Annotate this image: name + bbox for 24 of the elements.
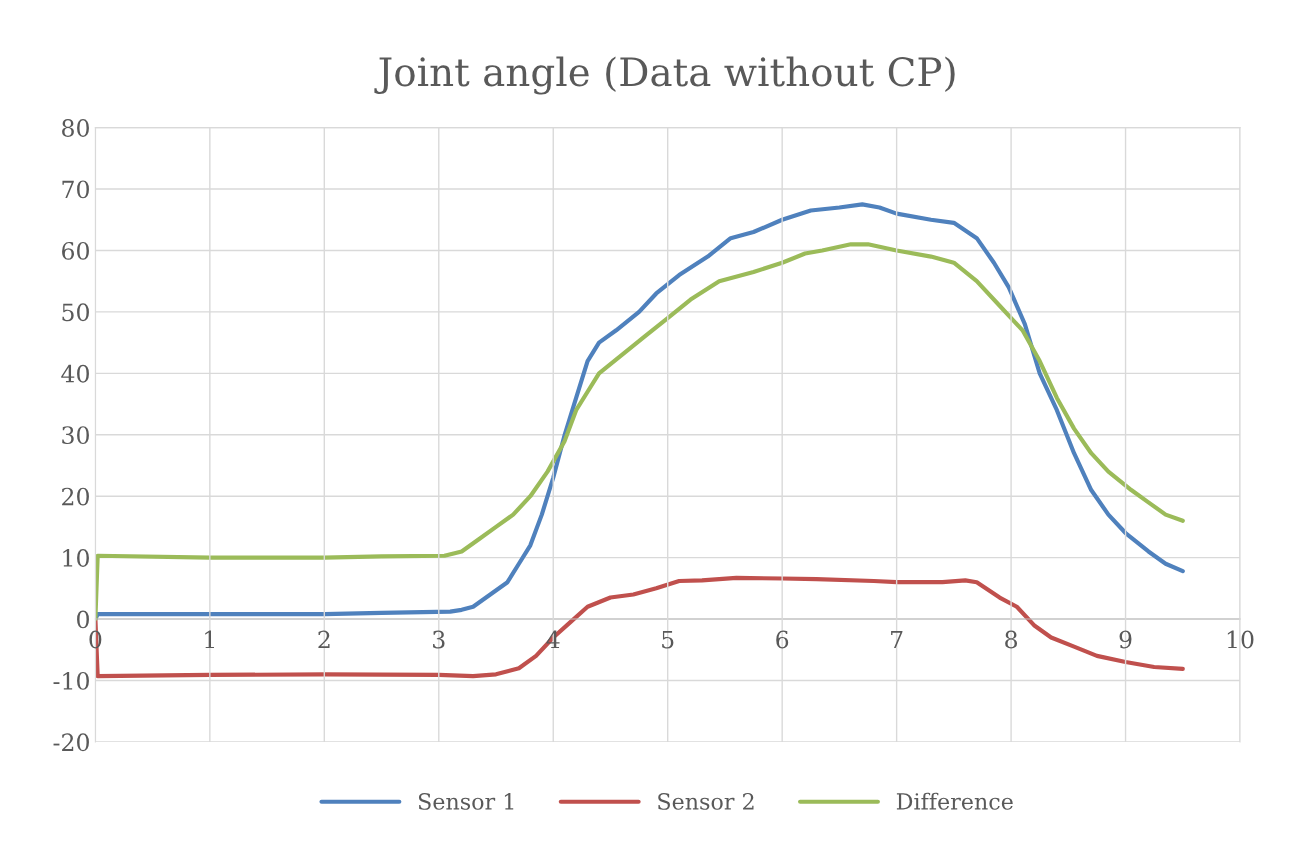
x-tick-label: 8 <box>1005 630 1018 649</box>
y-tick-label: 50 <box>62 303 89 322</box>
x-tick-label: 1 <box>205 630 215 649</box>
legend-label: Difference <box>896 792 1013 810</box>
x-tick-label: 3 <box>433 630 445 649</box>
y-tick-label: -10 <box>53 671 89 690</box>
x-tick-label: 6 <box>776 630 789 649</box>
x-tick-label: 5 <box>662 630 674 649</box>
x-tick-label: 2 <box>318 630 330 649</box>
x-tick-label: 9 <box>1119 630 1132 649</box>
x-tick-label: 10 <box>1227 630 1254 649</box>
x-tick-label: 7 <box>891 630 903 649</box>
y-tick-label: 40 <box>61 364 89 383</box>
y-tick-label: 80 <box>62 119 89 137</box>
legend-label: Sensor 1 <box>418 793 514 810</box>
y-tick-label: 60 <box>62 241 89 260</box>
y-tick-label: 70 <box>62 180 89 199</box>
legend-label: Sensor 2 <box>658 793 754 810</box>
y-tick-label: 0 <box>77 610 89 629</box>
chart-title: Joint angle (Data without CP) <box>374 56 955 95</box>
y-tick-label: 10 <box>63 549 89 567</box>
y-tick-label: 20 <box>62 487 89 506</box>
y-tick-label: -20 <box>53 733 89 752</box>
y-tick-label: 30 <box>62 426 89 445</box>
